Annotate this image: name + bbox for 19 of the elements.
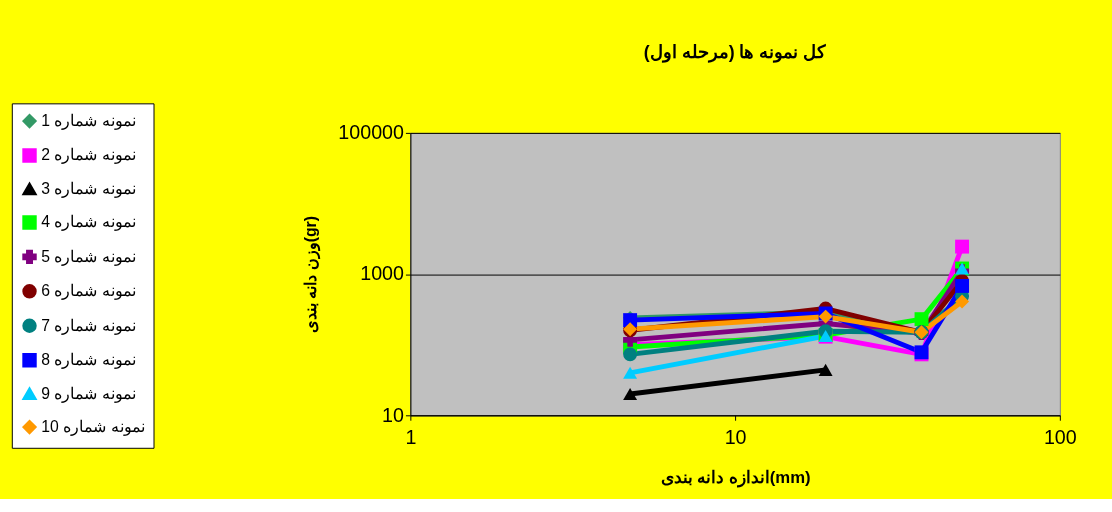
legend-label: نمونه شماره 3 xyxy=(41,179,136,198)
legend-label: نمونه شماره 6 xyxy=(41,282,136,301)
y-tick-label: 100000 xyxy=(338,121,405,144)
x-tick-label: 1 xyxy=(405,426,417,449)
legend-label: نمونه شماره 7 xyxy=(41,316,136,335)
legend-label: نمونه شماره 4 xyxy=(41,213,136,232)
y-tick-label: 1000 xyxy=(360,262,405,285)
y-tick-label: 10 xyxy=(382,403,405,426)
legend-label: نمونه شماره 8 xyxy=(41,351,136,370)
legend-label: نمونه شماره 9 xyxy=(41,384,136,403)
legend-label: نمونه شماره 5 xyxy=(41,247,136,266)
legend-label: نمونه شماره 2 xyxy=(41,146,136,165)
x-axis-title: اندازه دانه بندی(mm) xyxy=(660,467,811,488)
x-tick-label: 100 xyxy=(1043,426,1077,449)
chart-title: کل نمونه ها (مرحله اول) xyxy=(643,41,827,63)
x-tick-label: 10 xyxy=(724,426,747,449)
y-axis-title: وزن دانه بندی(gr) xyxy=(301,216,321,334)
legend-label: نمونه شماره 10 xyxy=(41,418,145,437)
legend-label: نمونه شماره 1 xyxy=(41,112,136,130)
